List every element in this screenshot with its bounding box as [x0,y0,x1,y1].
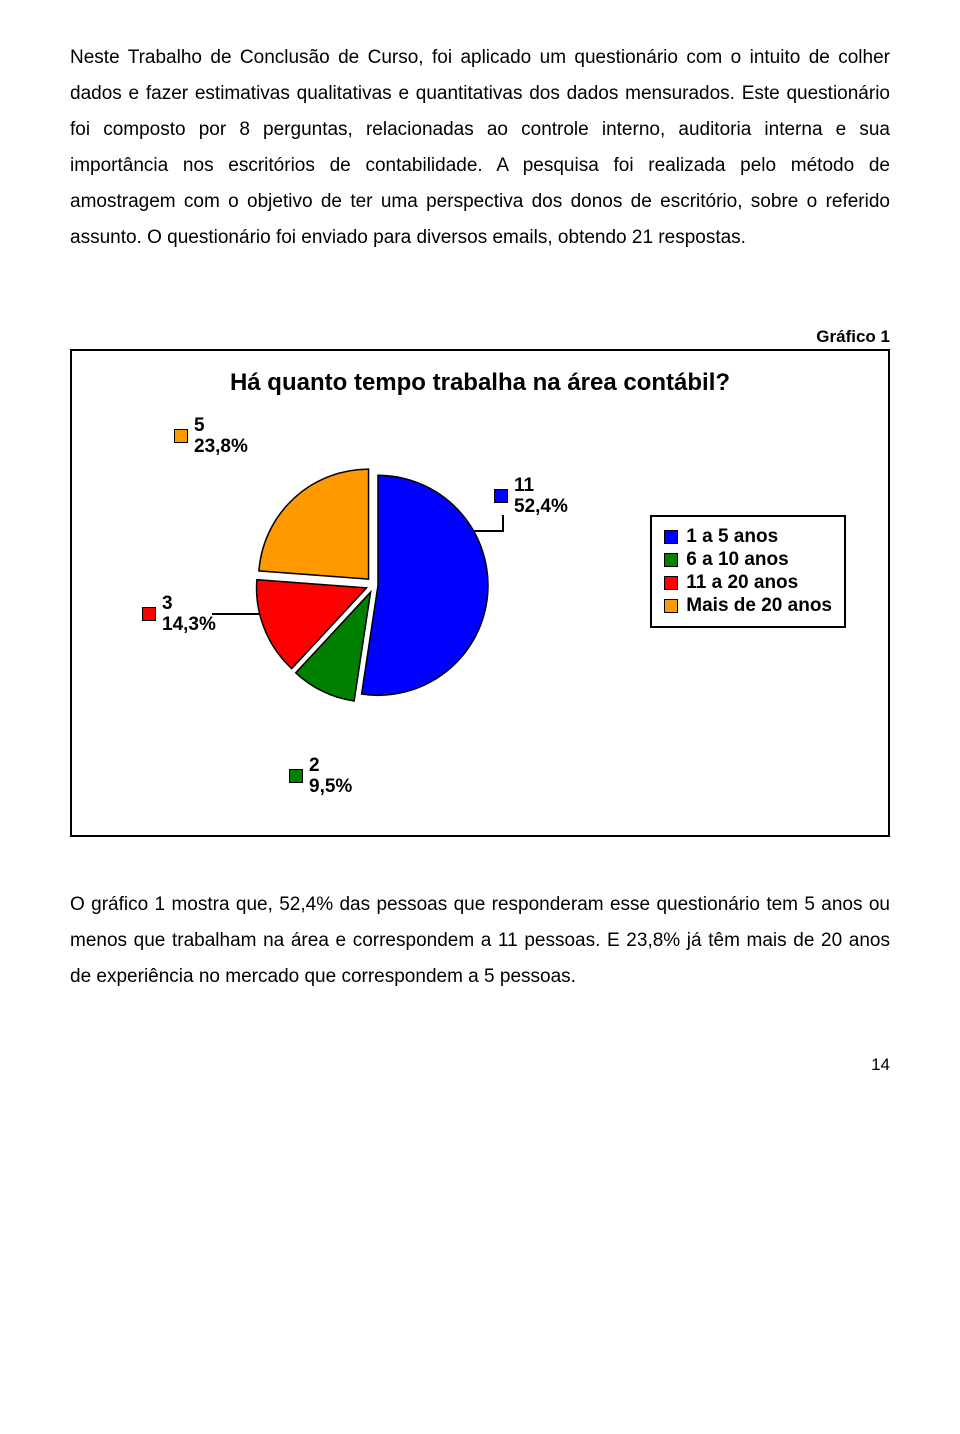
callout-6-10: 29,5% [289,755,352,799]
swatch-icon [664,553,678,567]
callout-label: 314,3% [162,593,216,637]
callout-1-5: 1152,4% [494,475,568,519]
swatch-icon [664,599,678,613]
pie-chart [244,455,504,715]
callout-11-20: 314,3% [142,593,216,637]
legend-item: Mais de 20 anos [664,595,832,617]
swatch-icon [664,530,678,544]
paragraph-intro: Neste Trabalho de Conclusão de Curso, fo… [70,40,890,257]
chart-body: 523,8% 1152,4% 314,3% 29,5% [94,415,866,815]
pie-slice-20+ [259,469,369,579]
chart-caption: Gráfico 1 [70,327,890,347]
legend-item: 11 a 20 anos [664,572,832,594]
chart-title: Há quanto tempo trabalha na área contábi… [94,369,866,397]
legend-label: 11 a 20 anos [686,572,798,594]
swatch-icon [174,429,188,443]
paragraph-analysis: O gráfico 1 mostra que, 52,4% das pessoa… [70,887,890,995]
legend-label: 1 a 5 anos [686,526,778,548]
callout-20plus: 523,8% [174,415,248,459]
chart-container: Há quanto tempo trabalha na área contábi… [70,349,890,837]
swatch-icon [142,607,156,621]
legend: 1 a 5 anos 6 a 10 anos 11 a 20 anos Mais… [650,515,846,628]
callout-label: 1152,4% [514,475,568,519]
swatch-icon [289,769,303,783]
pie-slice-1-5 [362,475,488,695]
legend-item: 1 a 5 anos [664,526,832,548]
callout-label: 523,8% [194,415,248,459]
legend-label: Mais de 20 anos [686,595,832,617]
page-number: 14 [70,1055,890,1075]
legend-label: 6 a 10 anos [686,549,788,571]
swatch-icon [664,576,678,590]
legend-item: 6 a 10 anos [664,549,832,571]
callout-label: 29,5% [309,755,352,799]
